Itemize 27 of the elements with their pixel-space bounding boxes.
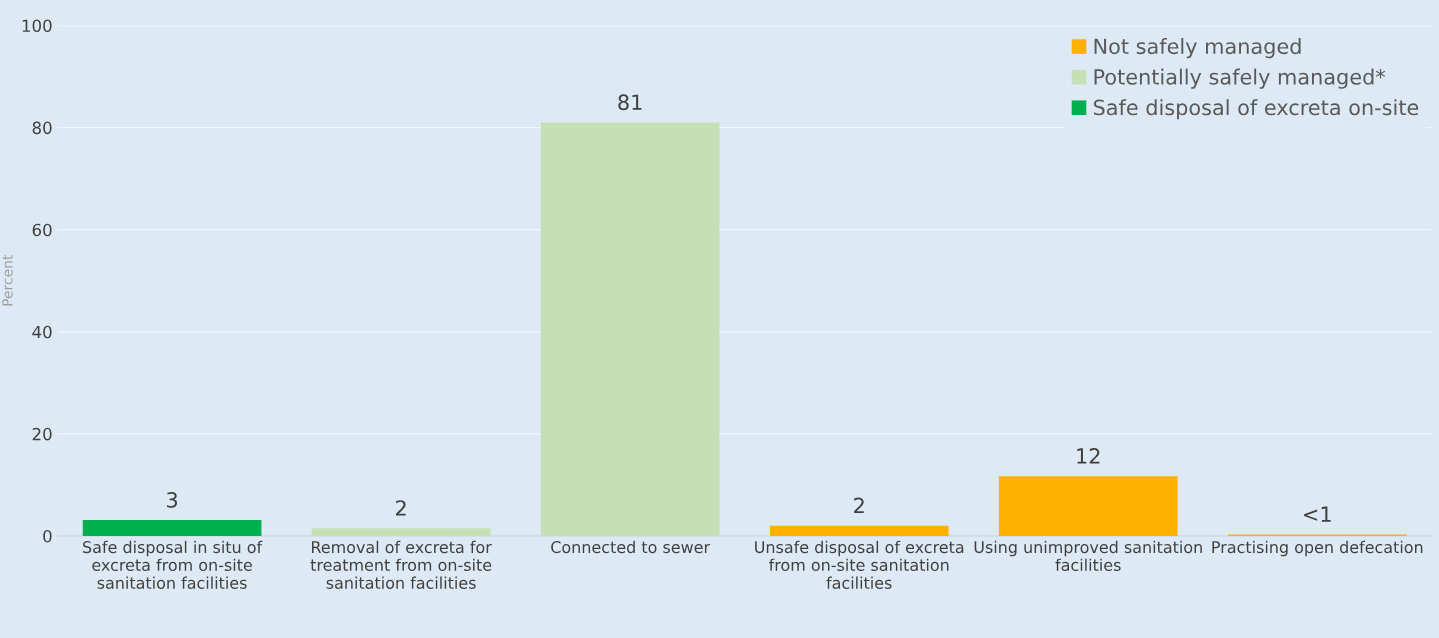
bar: [311, 528, 491, 536]
data-label: 81: [618, 94, 642, 111]
y-tick-label: 0: [43, 529, 52, 543]
x-tick-label: Safe disposal in situ of excreta from on-site sanitation facilities: [83, 540, 263, 589]
y-axis-title: Percent: [2, 254, 13, 306]
y-tick-label: 40: [32, 325, 52, 339]
data-label: 3: [167, 491, 178, 508]
data-label: 2: [396, 500, 406, 516]
legend-label: Not safely managed: [1094, 38, 1301, 59]
bar: [540, 122, 720, 536]
data-label: 12: [1077, 448, 1100, 464]
y-tick-label: 100: [22, 19, 52, 33]
data-label: <1: [1304, 506, 1331, 522]
bar: [998, 476, 1178, 536]
y-tick-label: 20: [32, 427, 52, 441]
data-label: 2: [854, 497, 864, 514]
x-tick-label: Removal of excreta for treatment from on-site sanitation facilities: [310, 540, 492, 589]
bar: [769, 525, 949, 536]
x-tick-label: Unsafe disposal of excreta from on-site sanitation facilities: [755, 540, 964, 589]
x-tick-label: Using unimproved sanitation facilities: [974, 540, 1202, 572]
legend-label: Potentially safely managed*: [1094, 68, 1386, 89]
x-tick-label: Practising open defecation: [1212, 540, 1423, 557]
legend-label: Safe disposal of excreta on-site: [1093, 99, 1419, 120]
x-tick-label: Connected to sewer: [551, 540, 711, 554]
bar: [82, 520, 262, 536]
y-tick-label: 80: [32, 121, 52, 135]
y-tick-label: 60: [32, 223, 52, 237]
